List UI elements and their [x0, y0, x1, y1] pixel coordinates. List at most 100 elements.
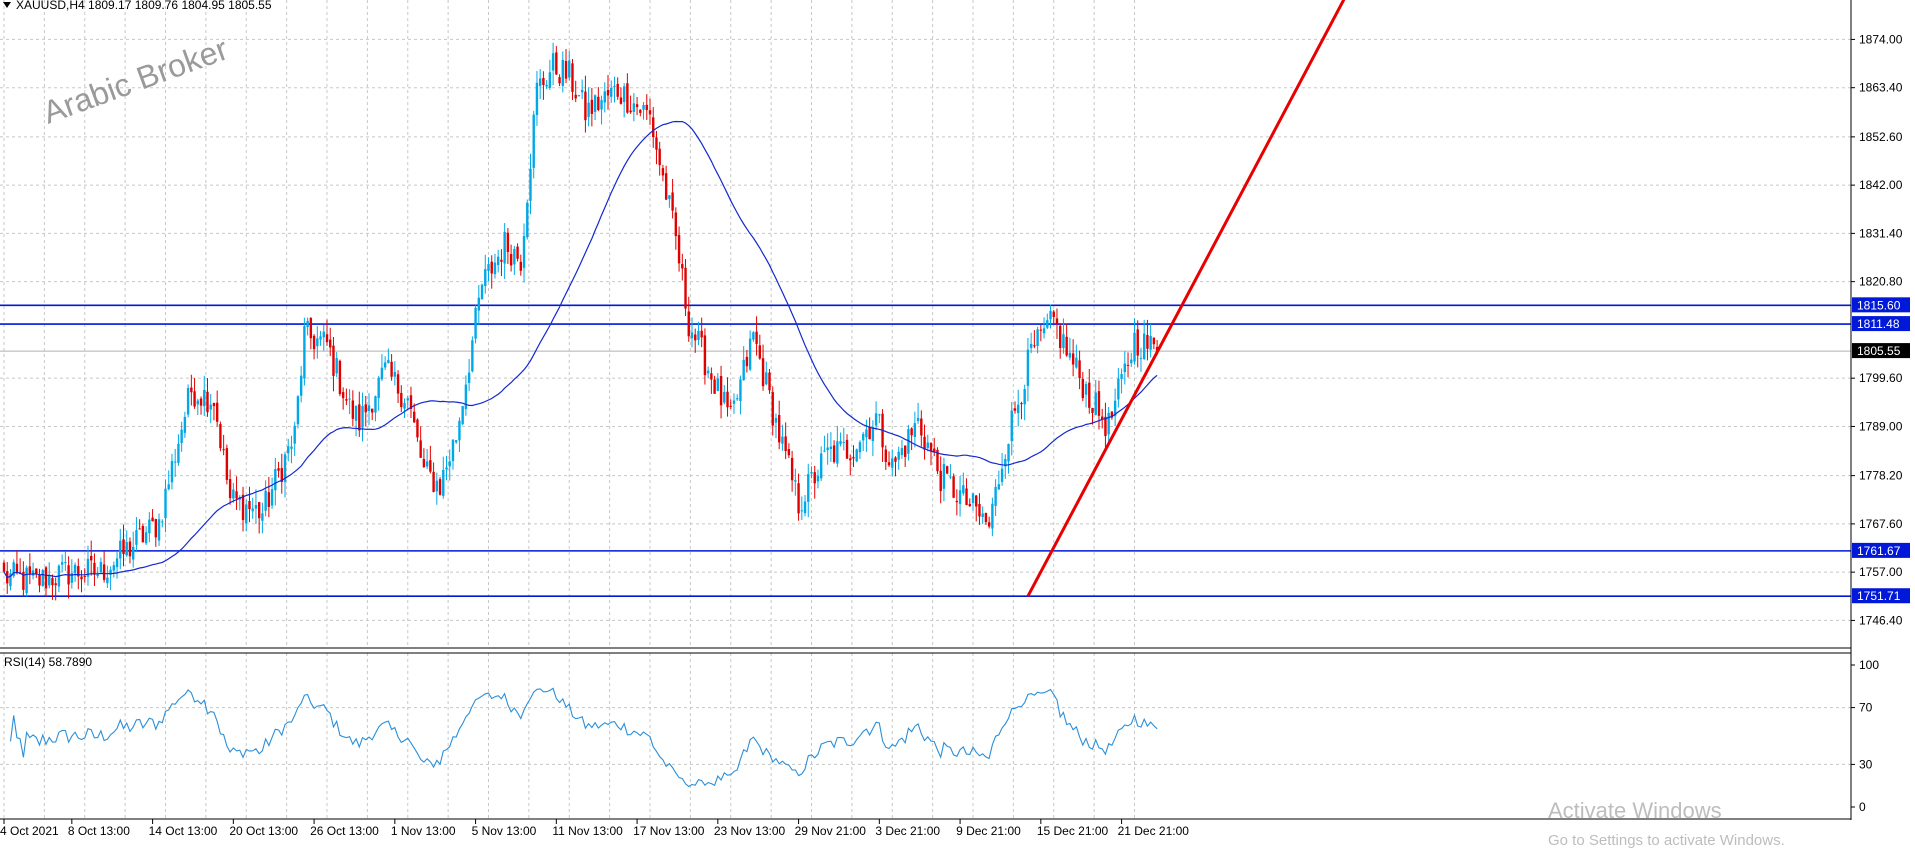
candle-body: [35, 568, 38, 574]
candle-body: [910, 428, 913, 436]
candle-body: [1107, 412, 1110, 435]
candle-body: [31, 570, 35, 576]
candle-body: [965, 488, 968, 506]
candle-body: [1062, 334, 1065, 349]
candle-body: [225, 448, 229, 480]
candle-body: [467, 372, 471, 383]
candle-body: [141, 525, 145, 543]
candle-body: [377, 377, 380, 399]
candle-body: [28, 566, 32, 574]
candle-body: [816, 476, 820, 482]
candle-body: [939, 470, 942, 492]
trendline[interactable]: [1026, 0, 1346, 597]
candle-body: [839, 440, 842, 445]
price-axis-label: 1799.60: [1859, 371, 1903, 385]
candle-body: [700, 330, 703, 338]
candle-body: [38, 574, 41, 586]
level-tag-bg: [1852, 542, 1910, 558]
candle-body: [1059, 325, 1062, 348]
candle-body: [332, 345, 335, 376]
price-axis-label: 1863.40: [1859, 81, 1903, 95]
candle-body: [125, 542, 128, 556]
candle-body: [732, 400, 736, 404]
candle-body: [923, 436, 926, 450]
price-axis-label: 1757.00: [1859, 565, 1903, 579]
candle-body: [587, 102, 590, 117]
price-axis-label: 1831.40: [1859, 226, 1903, 240]
candle-body: [245, 504, 248, 524]
candle-body: [99, 561, 103, 573]
candle-body: [913, 423, 917, 437]
candle-body: [761, 358, 765, 387]
candle-body: [584, 91, 587, 121]
candle-body: [632, 103, 636, 112]
candle-body: [916, 417, 920, 421]
price-axis-label: 1767.60: [1859, 517, 1903, 531]
candle-body: [1029, 343, 1033, 348]
candle-body: [177, 443, 180, 463]
candle-body: [513, 249, 516, 265]
price-panel[interactable]: [0, 0, 1851, 648]
candle-body: [151, 517, 154, 522]
time-axis-label: 20 Oct 13:00: [229, 824, 298, 838]
candle-body: [455, 440, 458, 443]
candle-body: [832, 445, 836, 463]
candle-body: [319, 336, 322, 340]
candle-body: [616, 83, 619, 97]
candle-body: [1004, 459, 1007, 467]
candle-body: [325, 334, 329, 343]
candle-body: [752, 332, 755, 340]
candle-body: [1146, 334, 1149, 349]
candle-body: [445, 467, 448, 470]
candle-body: [945, 466, 949, 474]
candle-body: [296, 396, 300, 425]
price-axis: 1874.00 1863.40 1852.60 1842.00 1831.40 1820.…: [1851, 32, 1903, 627]
candle-body: [593, 95, 597, 112]
rsi-panel[interactable]: [0, 653, 1851, 819]
candle-body: [1149, 336, 1152, 350]
candle-body: [157, 519, 161, 541]
candle-body: [283, 454, 287, 482]
time-axis: 4 Oct 2021 8 Oct 13:00 14 Oct 13:00 20 Oct …: [0, 819, 1189, 838]
current-price-tag-label: 1805.55: [1857, 344, 1901, 358]
candle-body: [86, 558, 90, 577]
candle-body: [516, 246, 519, 259]
candle-body: [978, 503, 981, 517]
candle-body: [287, 446, 290, 454]
candle-body: [920, 418, 923, 436]
candle-body: [96, 574, 99, 577]
candle-body: [813, 472, 816, 484]
candle-body: [981, 513, 984, 518]
candle-body: [383, 362, 387, 368]
time-axis-label: 23 Nov 13:00: [714, 824, 786, 838]
candle-body: [952, 476, 955, 498]
candle-body: [661, 168, 665, 176]
symbol-quote: XAUUSD,H4 1809.17 1809.76 1804.95 1805.5…: [16, 0, 272, 12]
candle-body: [897, 451, 900, 460]
candle-body: [933, 448, 936, 453]
candle-body: [1049, 310, 1052, 320]
candle-body: [432, 471, 435, 492]
candle-body: [154, 519, 158, 538]
candle-body: [1013, 408, 1017, 411]
candle-body: [293, 425, 296, 444]
price-axis-label: 1778.20: [1859, 469, 1903, 483]
candle-body: [845, 439, 849, 459]
candle-body: [490, 261, 493, 274]
candle-body: [15, 563, 19, 573]
candle-body: [968, 503, 971, 507]
candle-body: [958, 490, 962, 505]
candle-body: [474, 307, 477, 339]
candle-body: [222, 449, 225, 451]
candle-body: [77, 566, 80, 577]
dropdown-triangle-icon[interactable]: [3, 2, 11, 8]
candle-body: [697, 330, 700, 340]
candle-body: [267, 492, 271, 507]
candle-body: [416, 419, 419, 438]
candle-body: [755, 331, 758, 344]
candle-body: [22, 572, 25, 590]
candle-body: [849, 458, 852, 461]
candle-body: [371, 408, 374, 413]
candle-body: [206, 391, 209, 413]
